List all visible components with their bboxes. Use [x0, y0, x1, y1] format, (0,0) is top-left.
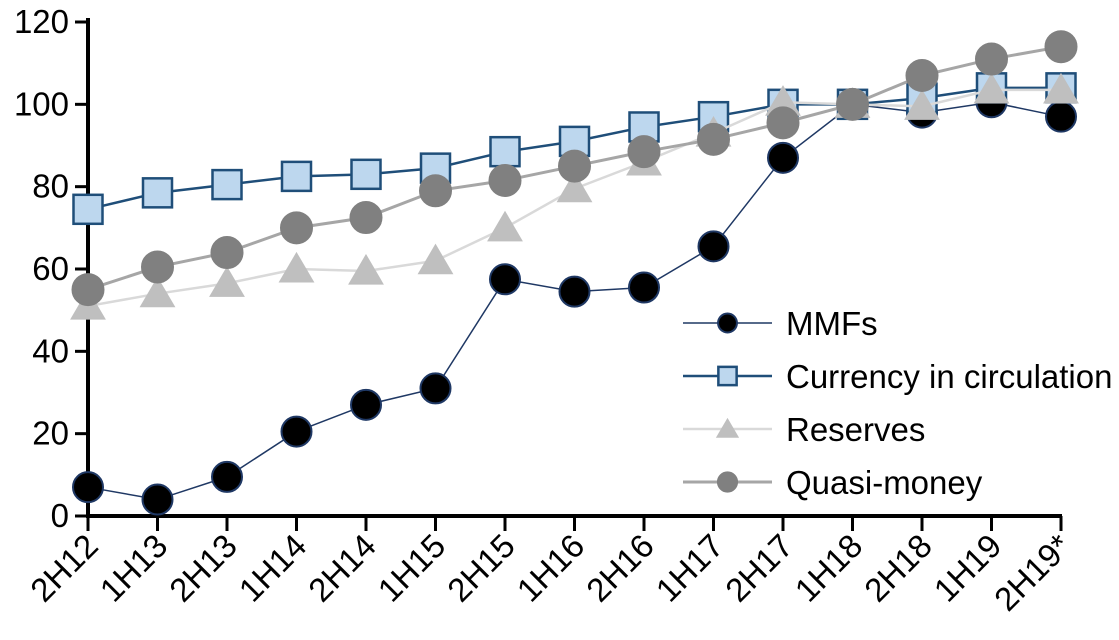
data-point-marker — [558, 275, 591, 308]
data-point-marker — [627, 135, 661, 169]
y-tick-label: 20 — [32, 415, 69, 452]
x-tick-label: 1H15 — [371, 527, 453, 609]
legend-marker — [715, 417, 740, 438]
data-point-marker — [280, 160, 313, 193]
legend-marker — [717, 312, 738, 334]
data-point-marker — [72, 193, 104, 226]
x-tick-label: 1H13 — [93, 527, 175, 609]
data-point-marker — [280, 415, 313, 448]
y-tick-label: 60 — [32, 250, 69, 287]
data-point-marker — [836, 87, 869, 121]
data-point-marker — [487, 210, 523, 242]
x-tick-label: 1H16 — [510, 527, 592, 609]
legend-label: Quasi-money — [786, 464, 983, 501]
x-tick-label: 2H17 — [718, 527, 800, 609]
data-point-marker — [973, 72, 1010, 104]
data-point-marker — [141, 483, 174, 516]
x-tick-label: 2H14 — [301, 527, 383, 609]
legend-label: Reserves — [786, 411, 925, 448]
data-point-marker — [558, 149, 591, 183]
x-tick-label: 1H18 — [788, 527, 870, 609]
data-point-marker — [489, 263, 521, 296]
data-point-marker — [975, 42, 1008, 76]
data-point-marker — [348, 253, 384, 285]
data-point-marker — [766, 106, 800, 140]
legend-item-quasi-money: Quasi-money — [683, 464, 983, 501]
data-point-marker — [141, 250, 174, 284]
data-point-marker — [72, 471, 104, 504]
legend-label: Currency in circulation — [786, 358, 1112, 395]
legend-item-reserves: Reserves — [683, 411, 925, 448]
data-point-marker — [697, 230, 730, 263]
data-point-marker — [71, 273, 105, 307]
legend-item-currency-in-circulation: Currency in circulation — [683, 358, 1112, 395]
data-point-marker — [556, 171, 593, 203]
x-tick-label: 2H15 — [440, 527, 522, 609]
data-point-marker — [349, 201, 383, 235]
data-point-marker — [210, 236, 244, 270]
data-point-marker — [697, 122, 730, 156]
legend-item-mmfs: MMFs — [683, 305, 878, 342]
x-tick-label: 2H19* — [987, 527, 1078, 618]
x-tick-label: 1H14 — [232, 527, 314, 609]
legend-marker — [716, 471, 739, 493]
data-point-marker — [489, 135, 521, 168]
data-point-marker — [139, 276, 176, 308]
x-tick-label: 1H17 — [649, 527, 731, 609]
x-tick-label: 2H16 — [579, 527, 661, 609]
y-tick-label: 40 — [32, 332, 69, 369]
data-point-marker — [350, 388, 382, 421]
data-point-marker — [628, 271, 660, 304]
x-tick-label: 2H13 — [162, 527, 244, 609]
data-point-marker — [417, 243, 454, 275]
data-point-marker — [767, 141, 799, 174]
series-quasi-money — [71, 30, 1078, 307]
legend-label: MMFs — [786, 305, 878, 342]
y-tick-label: 0 — [51, 497, 69, 534]
data-point-marker — [419, 372, 452, 405]
data-point-marker — [1043, 72, 1079, 104]
y-tick-label: 80 — [32, 168, 69, 205]
data-point-marker — [141, 177, 174, 209]
x-tick-label: 2H18 — [857, 527, 939, 609]
data-point-marker — [211, 460, 243, 493]
data-point-marker — [1045, 100, 1077, 133]
data-point-marker — [280, 211, 313, 245]
y-tick-label: 100 — [14, 85, 69, 122]
x-tick-label: 2H12 — [23, 527, 105, 609]
data-point-marker — [350, 158, 382, 191]
y-tick-label: 120 — [14, 3, 69, 40]
data-point-marker — [905, 59, 939, 93]
data-point-marker — [419, 174, 452, 208]
data-point-marker — [488, 163, 522, 197]
data-point-marker — [209, 266, 245, 297]
data-point-marker — [278, 251, 315, 283]
data-point-marker — [1044, 30, 1078, 64]
data-point-marker — [904, 89, 940, 120]
data-point-marker — [211, 168, 243, 201]
legend: MMFs Currency in circulation Reserves Quasi… — [683, 305, 1112, 501]
legend-marker — [717, 365, 738, 387]
